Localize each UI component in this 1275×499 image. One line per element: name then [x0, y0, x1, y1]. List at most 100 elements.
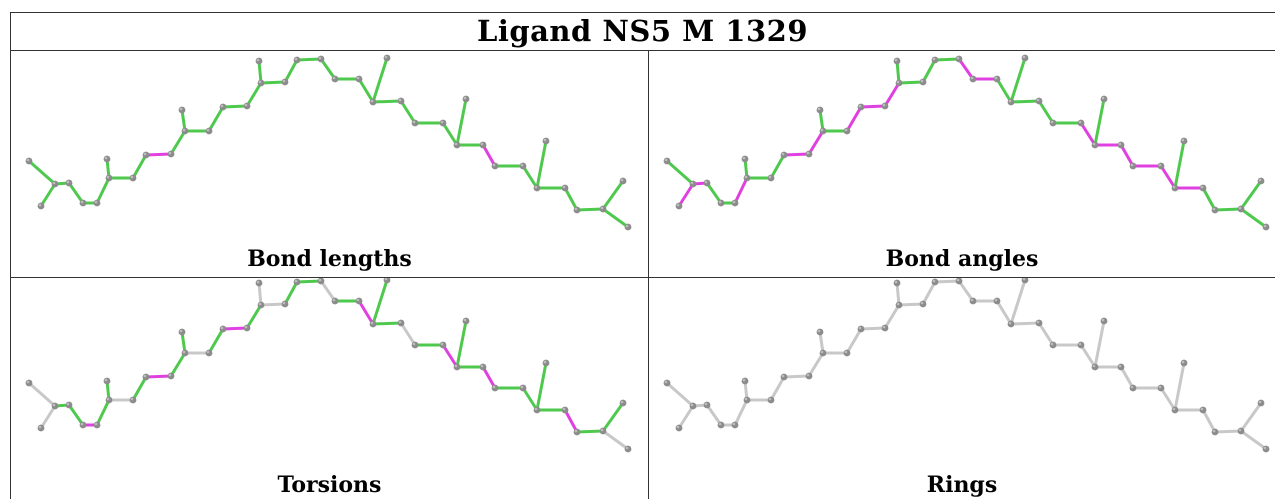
atom [1100, 317, 1108, 325]
atom [599, 205, 607, 213]
atom [255, 57, 263, 65]
atom [955, 55, 963, 63]
bond [818, 330, 825, 355]
bond [371, 321, 403, 326]
atom-highlight [690, 181, 694, 185]
atom [819, 127, 827, 135]
atom [243, 102, 251, 110]
molecule-torsions [25, 278, 632, 453]
atom-highlight [1212, 207, 1216, 211]
atom-highlight [1200, 407, 1204, 411]
atom [293, 56, 301, 64]
atom [599, 427, 607, 435]
atom [1091, 141, 1099, 149]
atom-highlight [398, 98, 402, 102]
bond [933, 279, 961, 284]
atom [919, 78, 927, 86]
atom [663, 379, 671, 387]
atom [1257, 399, 1265, 407]
atom [167, 150, 175, 158]
bond [257, 59, 263, 85]
atom [573, 428, 581, 436]
bond [1119, 365, 1135, 390]
atom [462, 95, 470, 103]
atom-highlight [258, 80, 262, 84]
atom [219, 103, 227, 111]
atom-highlight [744, 175, 748, 179]
bond [259, 302, 287, 307]
bond [563, 408, 579, 434]
bond [575, 429, 605, 434]
atom-highlight [676, 425, 680, 429]
atom [741, 377, 749, 385]
bond [665, 159, 695, 186]
atom [105, 396, 113, 404]
bond [995, 299, 1013, 326]
atom [1091, 363, 1099, 371]
bond [1119, 143, 1135, 168]
atom [519, 384, 527, 392]
bond [144, 374, 173, 379]
atom [767, 396, 775, 404]
atom-highlight [80, 422, 84, 426]
atom [491, 384, 499, 392]
bond [257, 281, 263, 307]
atom-highlight [844, 128, 848, 132]
atom-highlight [676, 203, 680, 207]
atom-highlight [26, 380, 30, 384]
atom [717, 199, 725, 207]
bond [883, 81, 901, 108]
atom-highlight [704, 180, 708, 184]
atom-highlight [1181, 360, 1185, 364]
atom [479, 363, 487, 371]
atom-highlight [1101, 96, 1105, 100]
atom-highlight [1022, 55, 1026, 59]
bond [933, 57, 961, 62]
atom-highlight [106, 175, 110, 179]
atom [439, 341, 447, 349]
atom [1117, 363, 1125, 371]
bond [1093, 319, 1106, 369]
bond [575, 207, 605, 212]
bond [180, 330, 187, 355]
atom [257, 301, 265, 309]
atom-highlight [412, 120, 416, 124]
bond [677, 404, 695, 430]
atom [1237, 205, 1245, 213]
bond [67, 181, 85, 205]
bond [921, 58, 937, 84]
bond [1037, 321, 1055, 347]
atom [1262, 223, 1270, 231]
atom-highlight [294, 57, 298, 61]
atom [439, 119, 447, 127]
bond [897, 80, 925, 85]
atom-highlight [664, 158, 668, 162]
bond [1009, 278, 1027, 326]
atom-highlight [932, 279, 936, 283]
atom [519, 162, 527, 170]
bond [1239, 207, 1268, 229]
bond [535, 139, 548, 190]
atom-highlight [896, 80, 900, 84]
atom [181, 127, 189, 135]
atom [37, 424, 45, 432]
bond [995, 77, 1013, 104]
bond [1009, 56, 1027, 104]
atom-highlight [1036, 98, 1040, 102]
bond [1079, 343, 1097, 369]
atom [181, 349, 189, 357]
atom [51, 402, 59, 410]
bond [1009, 99, 1041, 104]
bond [782, 374, 811, 379]
column-divider [648, 50, 649, 499]
atom-highlight [1050, 342, 1054, 346]
atom-highlight [1092, 364, 1096, 368]
atom-highlight [220, 326, 224, 330]
atom [411, 341, 419, 349]
atom-highlight [600, 428, 604, 432]
atom-highlight [932, 57, 936, 61]
atom-highlight [1078, 342, 1082, 346]
atom-highlight [970, 76, 974, 80]
atom-highlight [52, 403, 56, 407]
bond [1159, 164, 1177, 190]
